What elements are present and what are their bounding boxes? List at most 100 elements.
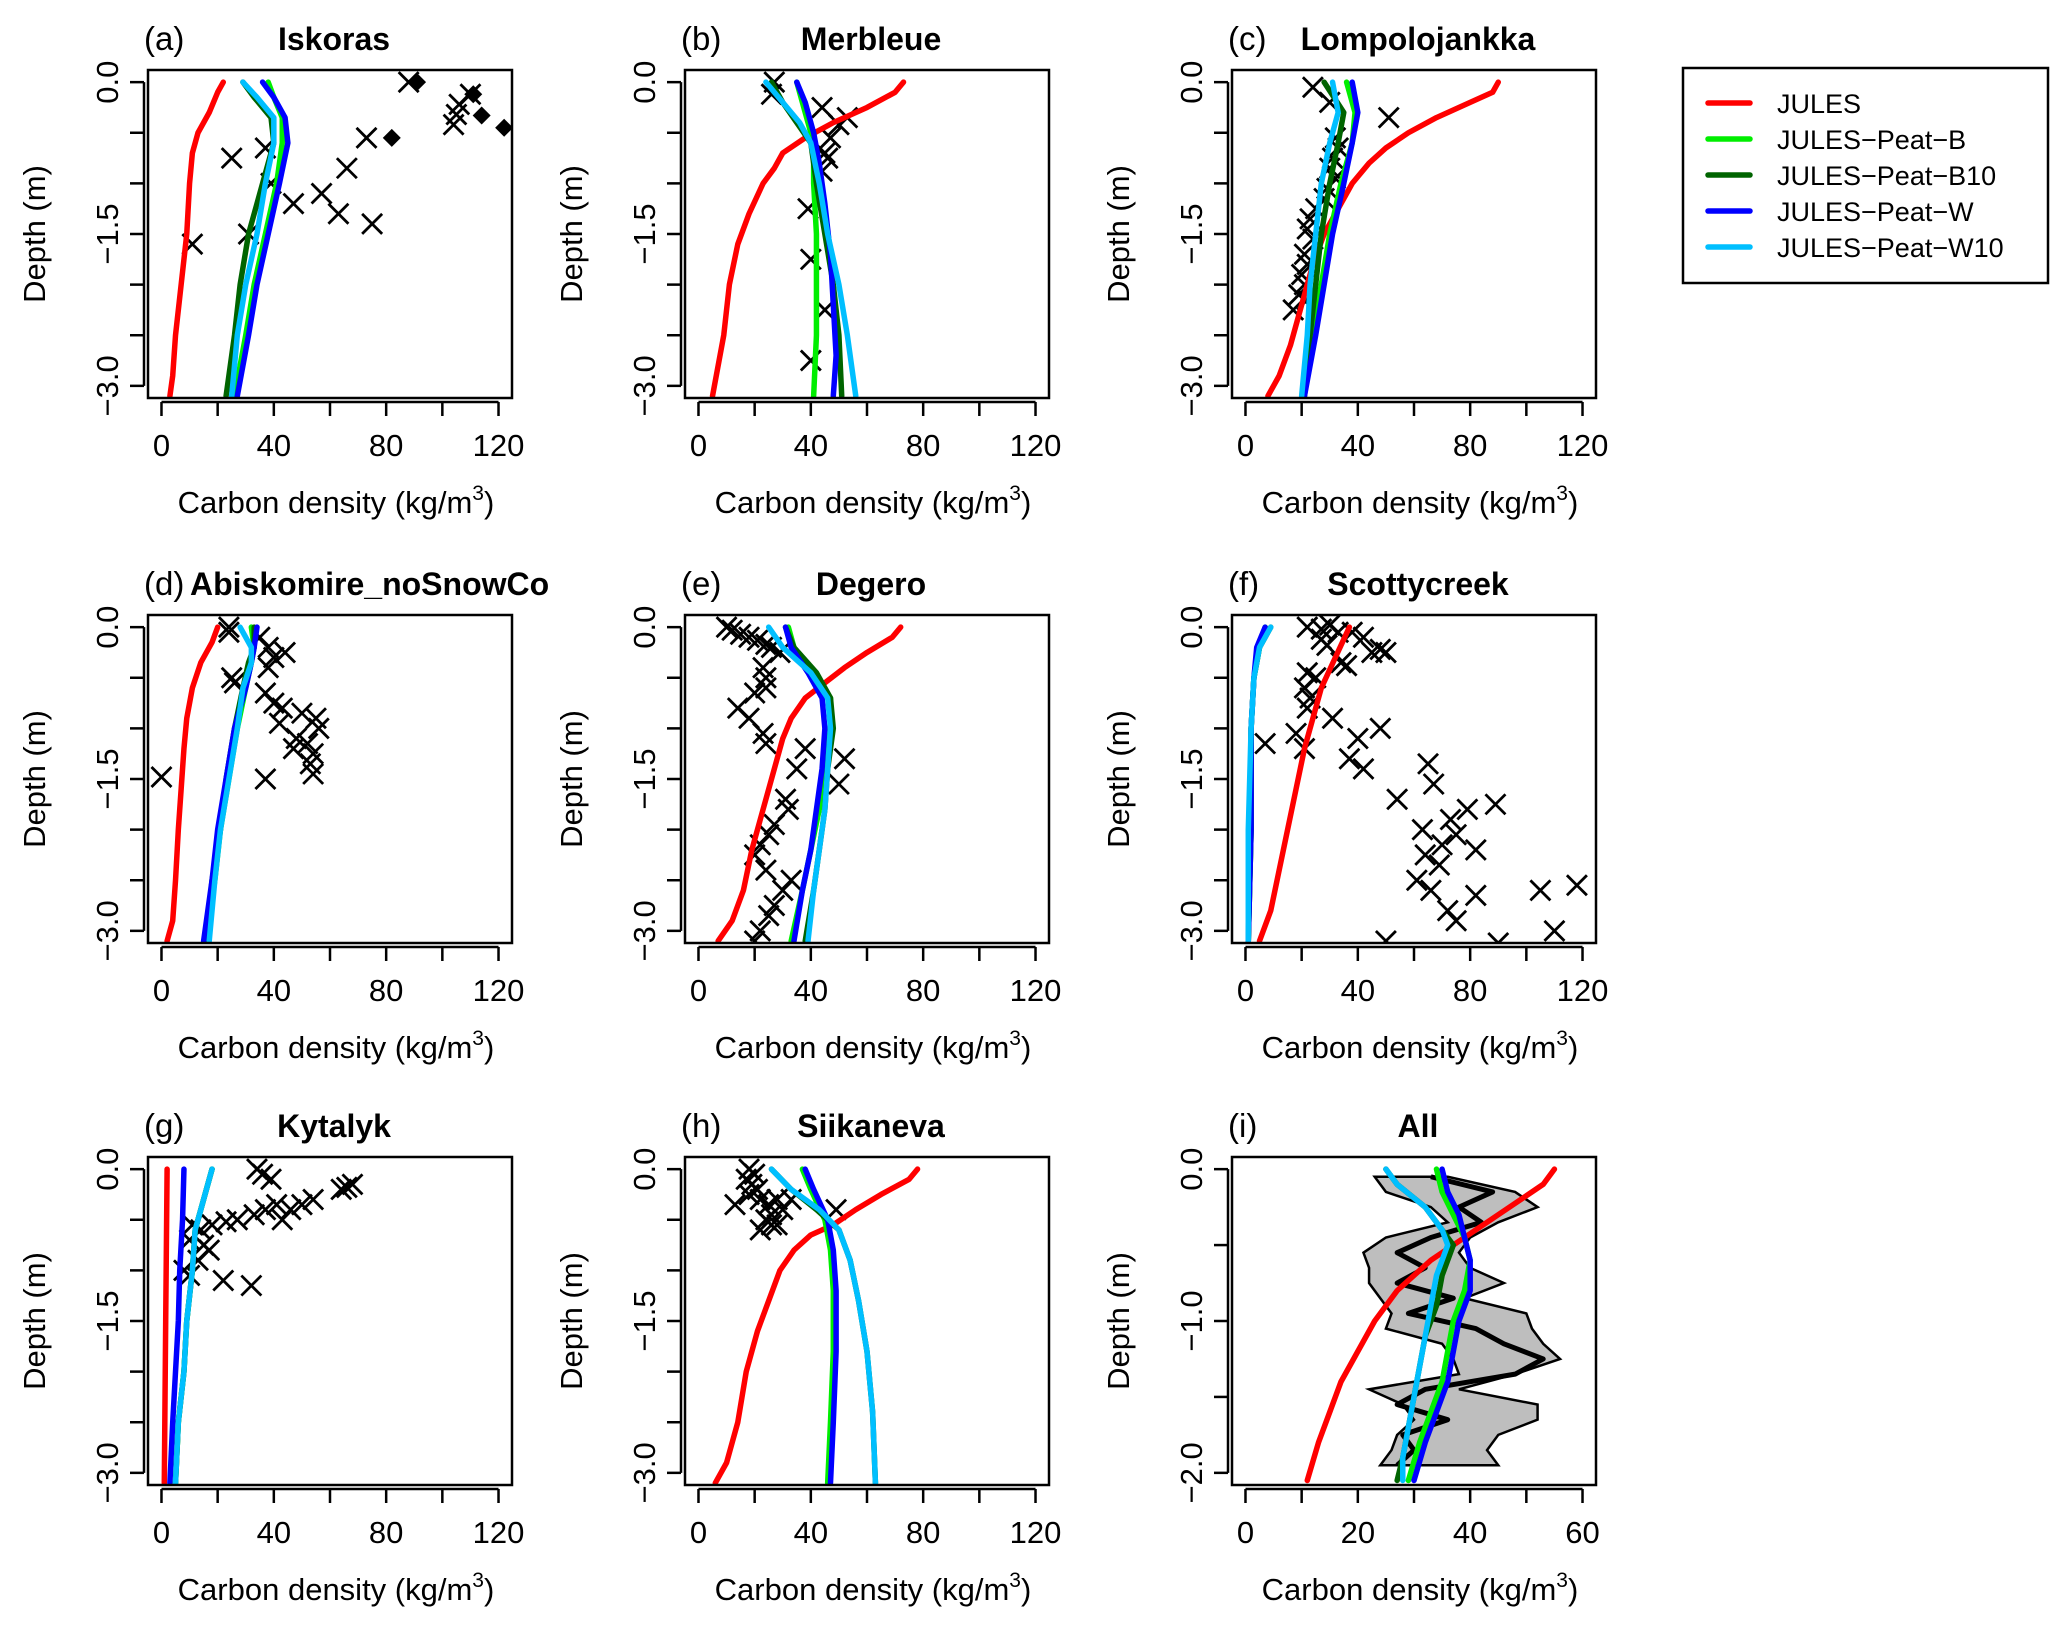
observation-point [260, 1168, 283, 1191]
observation-point [763, 813, 786, 836]
observation-point [1369, 717, 1392, 740]
panel-tag: (h) [681, 1107, 721, 1144]
observation-point [785, 757, 808, 780]
observation-point [1484, 793, 1507, 816]
y-tick-label: 0.0 [1174, 61, 1209, 104]
y-axis-title: Depth (m) [17, 1252, 52, 1390]
observation-point [1487, 932, 1510, 943]
x-tick-label: 0 [690, 428, 707, 463]
series-line-jules [1265, 79, 1502, 398]
observation-point [361, 212, 384, 235]
x-tick-label: 80 [1453, 428, 1487, 463]
observation-point [1428, 854, 1451, 877]
observation-point [257, 656, 280, 679]
observation-point [1422, 773, 1445, 796]
observation-point [1377, 106, 1400, 129]
observation-diamond [464, 85, 483, 104]
plot-area [1245, 615, 1588, 943]
observation-point [1293, 676, 1316, 699]
y-tick-label: −3.0 [627, 900, 662, 961]
observation-diamond [495, 118, 512, 137]
observation-point [217, 616, 240, 639]
panel-title: Scottycreek [1327, 566, 1509, 602]
observation-point [1335, 654, 1358, 677]
observation-point [1374, 641, 1397, 664]
plot-area [1304, 1166, 1563, 1484]
x-tick-label: 40 [257, 973, 291, 1008]
observation-point [201, 1213, 224, 1236]
panel-tag: (a) [144, 20, 184, 57]
x-tick-label: 120 [473, 428, 525, 463]
observation-point [754, 859, 777, 882]
observation-point [271, 1208, 294, 1231]
observation-point [1315, 634, 1338, 657]
observation-point [1456, 798, 1479, 821]
panel-g: 0 40 80 120 Carbon density (kg/m3) 0.0 −1.5 −3.… [17, 1107, 524, 1607]
x-tick-label: 80 [906, 1515, 940, 1550]
y-tick-label: −1.5 [1174, 203, 1209, 264]
plot-frame [1230, 613, 1598, 945]
plot-frame [146, 68, 514, 400]
legend-entry: JULES−Peat−B [1705, 125, 1966, 155]
observation-point [771, 879, 794, 902]
panel-title: Lompolojankka [1301, 21, 1536, 57]
x-tick-label: 0 [690, 973, 707, 1008]
observation-point [1346, 727, 1369, 750]
observation-point [1565, 874, 1588, 897]
y-tick-label: 0.0 [1174, 606, 1209, 649]
x-tick-label: 40 [1453, 1515, 1487, 1550]
observation-point [1352, 626, 1375, 649]
x-axis-title: Carbon density (kg/m3) [1262, 482, 1579, 520]
panel-f: 0 40 80 120 Carbon density (kg/m3) 0.0 −1.5 −3.… [1101, 565, 1608, 1065]
observation-point [282, 192, 305, 215]
x-tick-label: 40 [794, 973, 828, 1008]
observation-point [341, 1173, 364, 1196]
plot-frame [683, 613, 1051, 945]
y-tick-label: 0.0 [627, 606, 662, 649]
y-tick-label: −3.0 [90, 900, 125, 961]
observation-point [307, 717, 330, 740]
observation-point [1529, 879, 1552, 902]
x-tick-label: 40 [1341, 428, 1375, 463]
series-line-jules-peat-w [167, 1166, 187, 1485]
observation-point [442, 113, 465, 136]
observation-point [240, 1274, 263, 1297]
x-tick-label: 40 [794, 1515, 828, 1550]
legend: JULES JULES−Peat−B JULES−Peat−B10 JULES−Pea… [1681, 66, 2050, 285]
panel-h: 0 40 80 120 Carbon density (kg/m3) 0.0 −1.5 −3.… [554, 1107, 1061, 1607]
observation-point [827, 773, 850, 796]
legend-label: JULES−Peat−W [1777, 197, 1974, 227]
x-tick-label: 120 [1557, 428, 1609, 463]
observation-point [1414, 843, 1437, 866]
observation-point [265, 1193, 288, 1216]
observation-point [1445, 909, 1468, 932]
legend-label: JULES−Peat−B [1777, 125, 1966, 155]
y-tick-label: −3.0 [90, 1442, 125, 1503]
series-line-jules-peat-w10 [768, 1166, 879, 1485]
observation-point [1419, 879, 1442, 902]
x-tick-label: 0 [690, 1515, 707, 1550]
legend-label: JULES [1777, 89, 1861, 119]
observation-point [1352, 757, 1375, 780]
y-tick-label: 0.0 [90, 606, 125, 649]
observation-point [1369, 638, 1392, 661]
x-tick-label: 40 [794, 428, 828, 463]
y-tick-label: −1.5 [627, 748, 662, 809]
y-tick-label: −1.0 [1174, 1290, 1209, 1351]
panel-i: 0 20 40 60 Carbon density (kg/m3) 0.0 −1.0 −2.0… [1101, 1107, 1600, 1607]
y-axis-title: Depth (m) [1101, 1252, 1136, 1390]
x-axis-title: Carbon density (kg/m3) [1262, 1569, 1579, 1607]
x-tick-label: 80 [369, 1515, 403, 1550]
y-tick-label: 0.0 [627, 1148, 662, 1191]
x-tick-label: 80 [1453, 973, 1487, 1008]
observation-mean-line [1394, 1174, 1546, 1468]
x-axis-title: Carbon density (kg/m3) [715, 1027, 1032, 1065]
observation-point [1386, 788, 1409, 811]
observation-point [257, 636, 280, 659]
y-axis-title: Depth (m) [554, 1252, 589, 1390]
x-tick-label: 20 [1341, 1515, 1375, 1550]
x-tick-label: 80 [369, 973, 403, 1008]
x-tick-label: 120 [473, 1515, 525, 1550]
plot-frame [146, 1155, 514, 1487]
observation-point [215, 1210, 238, 1233]
